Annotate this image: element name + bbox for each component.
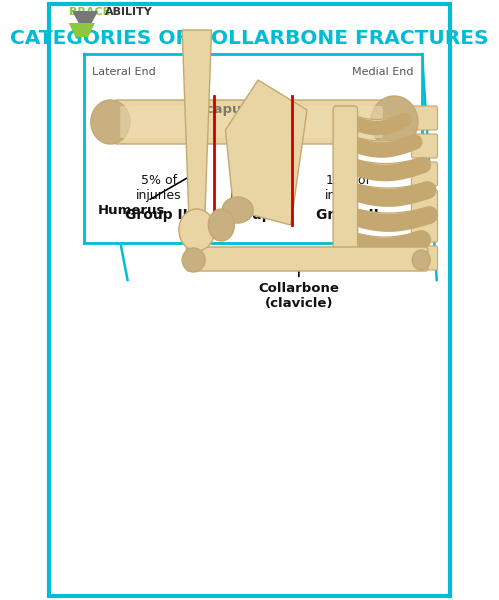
FancyBboxPatch shape — [84, 54, 422, 243]
Ellipse shape — [412, 250, 430, 270]
FancyBboxPatch shape — [412, 190, 438, 214]
Text: Scapula: Scapula — [196, 103, 255, 148]
FancyBboxPatch shape — [412, 106, 438, 130]
Ellipse shape — [182, 248, 205, 272]
FancyBboxPatch shape — [412, 218, 438, 242]
Ellipse shape — [208, 209, 235, 241]
FancyBboxPatch shape — [120, 106, 383, 138]
Ellipse shape — [335, 137, 351, 151]
FancyBboxPatch shape — [412, 246, 438, 270]
FancyBboxPatch shape — [49, 4, 450, 596]
FancyBboxPatch shape — [412, 162, 438, 186]
FancyBboxPatch shape — [333, 106, 358, 269]
FancyBboxPatch shape — [412, 134, 438, 158]
Text: 5% of
injuries: 5% of injuries — [136, 174, 182, 202]
Polygon shape — [182, 30, 212, 212]
Text: 80% of
injuries: 80% of injuries — [231, 174, 276, 202]
Ellipse shape — [335, 115, 351, 128]
Text: Collarbone
(clavicle): Collarbone (clavicle) — [258, 261, 339, 310]
Text: Group III: Group III — [125, 208, 193, 222]
Ellipse shape — [335, 160, 351, 175]
Text: CATEGORIES OF COLLARBONE FRACTURES: CATEGORIES OF COLLARBONE FRACTURES — [10, 28, 489, 47]
Text: Group I: Group I — [225, 208, 282, 222]
Text: BRACE: BRACE — [69, 7, 110, 17]
Ellipse shape — [335, 233, 351, 251]
FancyBboxPatch shape — [114, 100, 393, 144]
Ellipse shape — [335, 209, 351, 225]
Ellipse shape — [222, 197, 253, 223]
Ellipse shape — [91, 100, 130, 144]
Polygon shape — [69, 23, 95, 37]
Polygon shape — [226, 80, 307, 225]
Text: 15% of
injuries: 15% of injuries — [325, 174, 371, 202]
Text: Medial End: Medial End — [352, 67, 414, 77]
Ellipse shape — [179, 209, 215, 251]
Text: Group II: Group II — [316, 208, 379, 222]
FancyBboxPatch shape — [186, 247, 428, 271]
Text: ABILITY: ABILITY — [105, 7, 152, 17]
Text: Lateral End: Lateral End — [92, 67, 156, 77]
Text: Humerus: Humerus — [98, 172, 199, 217]
Polygon shape — [72, 11, 98, 23]
Ellipse shape — [371, 96, 418, 148]
Ellipse shape — [335, 184, 351, 200]
